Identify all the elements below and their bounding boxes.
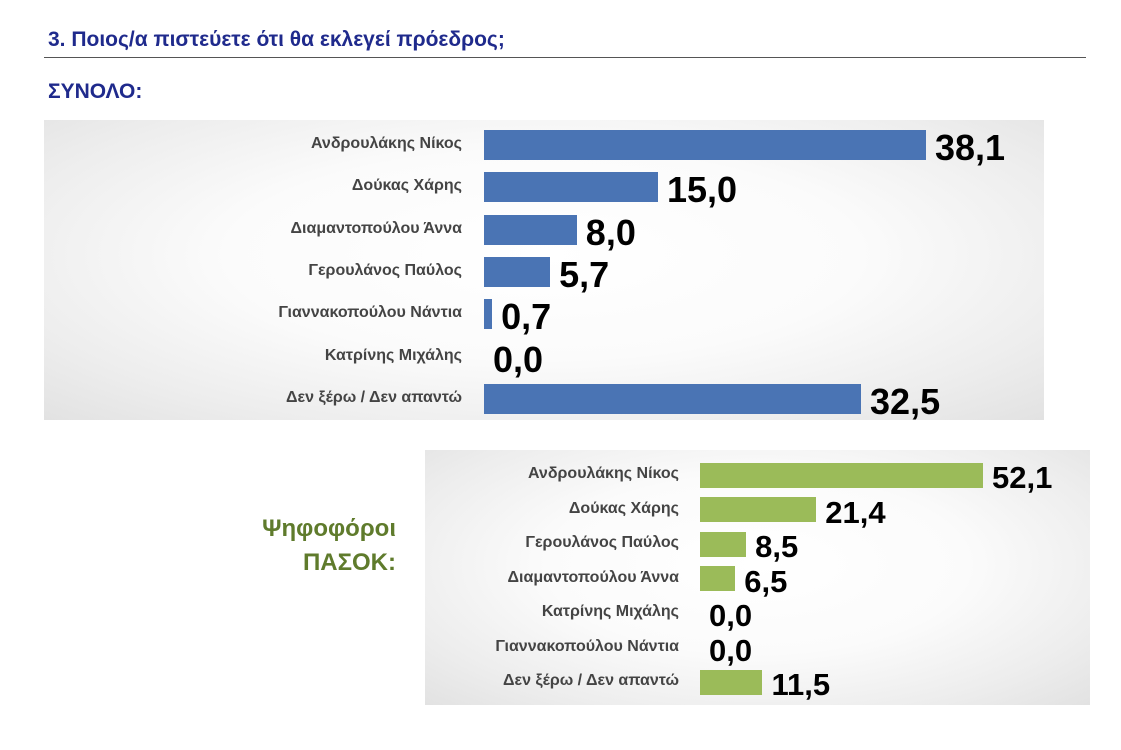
pasok-bar: [700, 462, 983, 488]
pasok-data-label: 0,0: [709, 598, 753, 633]
total-data-label: 0,0: [493, 338, 544, 380]
total-category-label: Γιαννακοπούλου Νάντια: [278, 304, 462, 322]
total-data-label: 8,0: [585, 211, 636, 253]
pasok-bar: [700, 531, 747, 557]
total-category-label: Κατρίνης Μιχάλης: [324, 346, 462, 364]
pasok-category-label: Γιαννακοπούλου Νάντια: [495, 637, 679, 655]
total-data-label: 15,0: [667, 169, 738, 211]
pasok-bar: [700, 566, 736, 591]
pasok-category-label: Γερουλάνος Παύλος: [525, 534, 679, 551]
pasok-data-label: 52,1: [992, 460, 1053, 495]
total-bar: [484, 130, 926, 160]
total-data-label: 5,7: [559, 253, 610, 295]
pasok-category-label: Ανδρουλάκης Νίκος: [527, 465, 679, 482]
pasok-data-label: 6,5: [744, 563, 788, 599]
pasok-label-line-1: Ψηφοφόροι: [262, 515, 396, 542]
pasok-category-label: Διαμαντοπούλου Άννα: [507, 568, 679, 586]
total-data-label: 0,7: [501, 296, 552, 338]
question-title: 3. Ποιος/α πιστεύετε ότι θα εκλεγεί πρόε…: [48, 28, 505, 51]
pasok-label-line-2: ΠΑΣΟΚ:: [302, 549, 396, 576]
total-data-label: 32,5: [870, 380, 941, 422]
pasok-voters-label: Ψηφοφόροι ΠΑΣΟΚ:: [220, 512, 396, 580]
total-bar: [484, 299, 493, 330]
pasok-category-label: Δεν ξέρω / Δεν απαντώ: [503, 672, 679, 689]
pasok-data-label: 0,0: [709, 632, 753, 668]
total-bar: [484, 172, 659, 203]
total-bar: [484, 383, 862, 414]
pasok-category-label: Δούκας Χάρης: [568, 499, 679, 517]
total-category-label: Ανδρουλάκης Νίκος: [310, 135, 462, 152]
pasok-data-label: 21,4: [825, 494, 886, 530]
pasok-data-label: 8,5: [755, 529, 799, 564]
pasok-chart-background: [425, 450, 1090, 705]
total-category-label: Γερουλάνος Παύλος: [308, 261, 462, 279]
total-bar: [484, 214, 577, 245]
pasok-bar: [700, 497, 817, 522]
pasok-category-label: Κατρίνης Μιχάλης: [541, 603, 679, 620]
pasok-data-label: 11,5: [771, 667, 831, 702]
total-bar: [484, 256, 551, 287]
total-data-label: 38,1: [935, 127, 1006, 168]
total-category-label: Δούκας Χάρης: [351, 177, 462, 195]
total-heading: ΣΥΝΟΛΟ:: [48, 80, 143, 103]
title-divider: [44, 57, 1086, 58]
total-category-label: Δεν ξέρω / Δεν απαντώ: [286, 388, 462, 406]
total-category-label: Διαμαντοπούλου Άννα: [290, 219, 462, 237]
pasok-bar: [700, 669, 763, 695]
